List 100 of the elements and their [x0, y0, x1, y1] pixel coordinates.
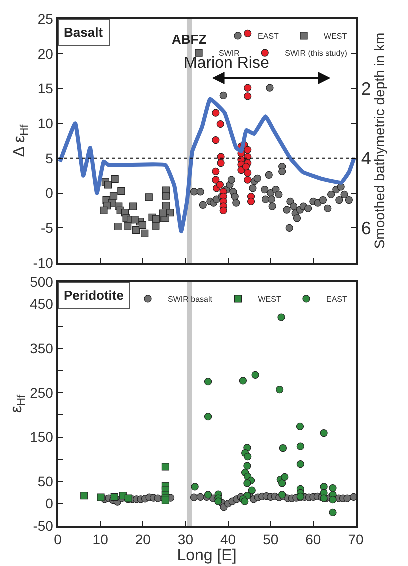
point: [329, 508, 337, 516]
y-tick-label: 25: [38, 10, 54, 27]
x-tick-label: 10: [92, 532, 109, 548]
point: [97, 494, 105, 502]
point: [328, 190, 336, 198]
x-tick-label: 60: [306, 532, 322, 548]
point: [244, 452, 252, 461]
point: [110, 192, 118, 200]
point: [232, 199, 240, 207]
point: [340, 190, 348, 198]
y-tick-label: -50: [33, 518, 54, 534]
point: [329, 496, 337, 504]
point: [296, 460, 304, 468]
point: [212, 136, 220, 144]
point: [159, 210, 167, 218]
point: [320, 429, 328, 438]
point: [162, 192, 170, 200]
point: [100, 206, 108, 215]
point: [252, 371, 260, 379]
point: [196, 493, 204, 501]
y-tick-label: 5: [46, 150, 54, 166]
point: [324, 204, 332, 212]
point: [244, 480, 252, 488]
y2-tick-label: 2: [361, 79, 372, 100]
point: [199, 201, 207, 209]
point: [152, 222, 160, 230]
point: [244, 169, 252, 177]
x-axis-title: Long [E]: [177, 548, 237, 565]
y-tick-label: 0: [46, 496, 54, 512]
point: [281, 473, 289, 481]
point: [212, 168, 220, 176]
point: [268, 202, 276, 210]
legend-label: SWIR (this study): [285, 49, 348, 58]
point: [242, 162, 250, 171]
point: [212, 176, 220, 184]
point: [265, 171, 273, 179]
y-tick-label: 0: [46, 185, 54, 202]
point: [319, 196, 328, 204]
y-tick-label: 15: [38, 80, 54, 97]
x-tick-label: 40: [220, 532, 236, 548]
legend-label: EAST: [326, 295, 348, 304]
y2-tick-label: 4: [361, 148, 372, 169]
point: [278, 480, 286, 488]
point: [111, 176, 119, 184]
point: [131, 216, 139, 224]
point: [304, 204, 312, 212]
point: [110, 493, 118, 501]
point: [290, 202, 298, 210]
point: [329, 484, 337, 492]
point: [296, 442, 304, 450]
band-label: ABFZ: [172, 32, 207, 47]
y-tick-label: 50: [38, 474, 54, 490]
point: [286, 224, 294, 232]
y-tick-label: 500: [30, 274, 54, 290]
point: [244, 176, 252, 184]
point: [283, 206, 291, 214]
point: [254, 174, 262, 182]
point: [154, 494, 162, 502]
point: [239, 377, 247, 385]
point: [204, 378, 212, 386]
point: [336, 196, 344, 204]
y-tick-label: 20: [38, 46, 54, 62]
point: [130, 202, 138, 210]
point: [124, 222, 132, 230]
point: [345, 196, 353, 204]
point: [248, 486, 256, 494]
point: [132, 226, 140, 234]
legend-label: WEST: [324, 32, 348, 42]
point: [247, 198, 256, 206]
point: [204, 413, 212, 421]
y-tick-label: 250: [30, 384, 54, 401]
point: [220, 92, 228, 100]
y-tick-label: 150: [30, 429, 54, 446]
point: [162, 202, 170, 210]
point: [114, 222, 122, 231]
x-tick-label: 50: [263, 532, 279, 548]
point: [196, 188, 204, 196]
point: [266, 84, 274, 92]
point: [191, 483, 199, 491]
point: [344, 494, 352, 502]
y-tick-label: 350: [30, 340, 54, 356]
point: [244, 30, 252, 38]
point: [118, 187, 126, 195]
x-tick-label: 20: [135, 532, 152, 548]
y-tick-label: -10: [33, 254, 54, 271]
legend-label: WEST: [258, 295, 282, 304]
y2-axis-title: Smoothed bathymetric depth in km: [371, 32, 388, 250]
point: [268, 196, 276, 204]
point: [162, 463, 170, 471]
point: [244, 462, 252, 470]
annotation: Peridotite: [64, 288, 124, 303]
x-tick-label: 70: [348, 532, 364, 548]
point: [278, 168, 286, 176]
point: [275, 190, 283, 198]
point: [138, 222, 147, 230]
point: [249, 184, 257, 192]
y-tick-label: -5: [40, 220, 54, 236]
annotation: Basalt: [64, 25, 104, 40]
point: [279, 444, 287, 452]
y-tick-label: 450: [30, 296, 54, 312]
